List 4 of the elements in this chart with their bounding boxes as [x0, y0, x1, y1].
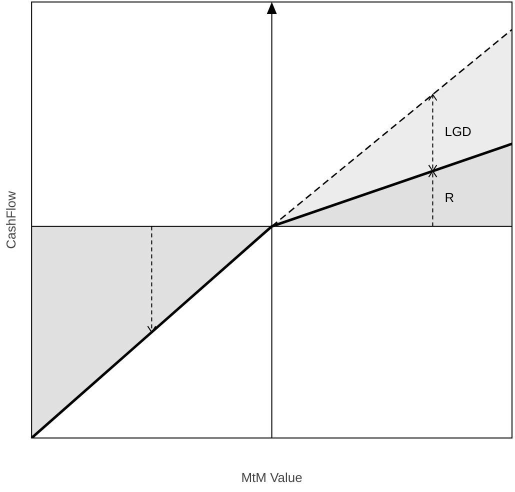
annotation: R: [444, 190, 454, 206]
annotation: LGD: [444, 124, 472, 140]
x-axis-title: MtM Value: [241, 470, 302, 485]
y-axis-title: CashFlow: [3, 190, 18, 249]
